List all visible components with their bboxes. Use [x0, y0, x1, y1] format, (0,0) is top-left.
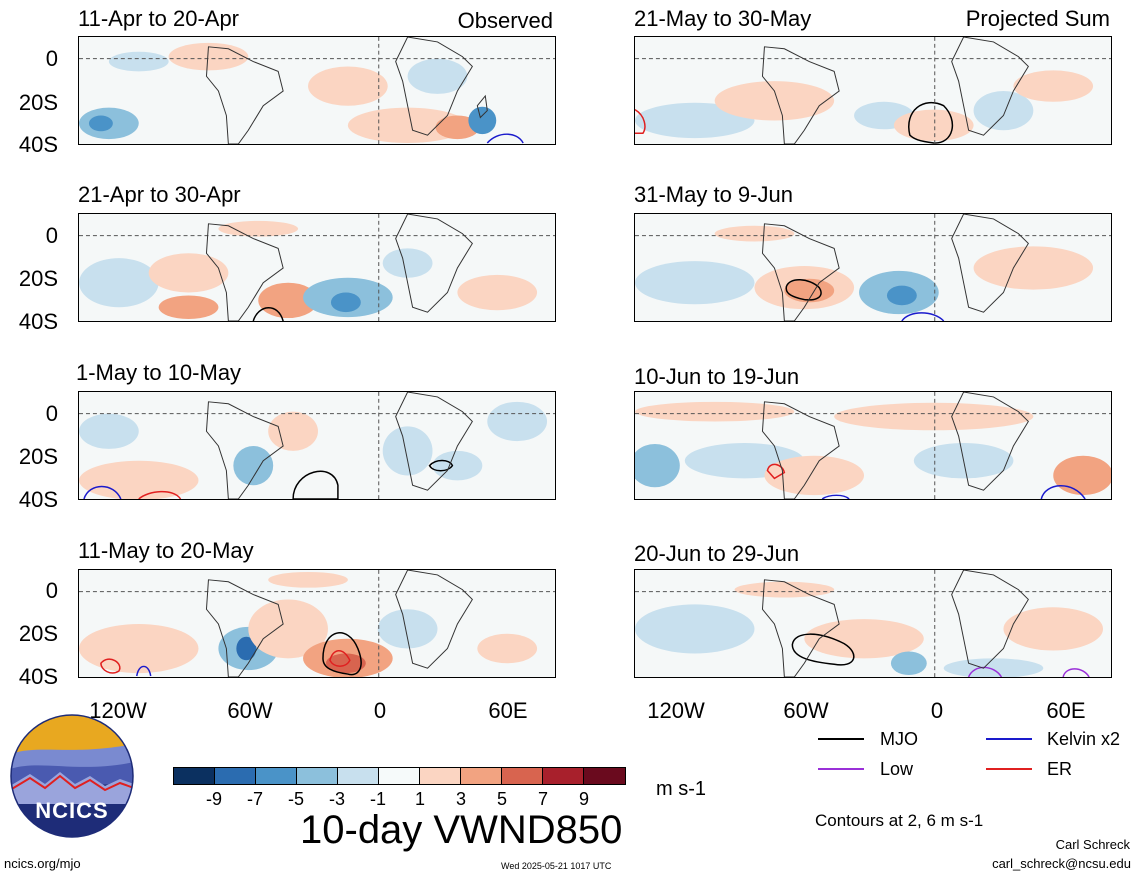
figure-title: 10-day VWND850 — [300, 808, 623, 852]
panel-title-6: 31-May to 9-Jun — [634, 182, 793, 207]
y-tick-label: 0 — [45, 401, 58, 426]
y-tick-label: 40S — [18, 132, 58, 157]
contours-note: Contours at 2, 6 m s-1 — [815, 811, 984, 830]
y-tick-label: 40S — [18, 487, 58, 512]
colorbar-swatch — [501, 767, 543, 785]
legend-line-er — [986, 768, 1032, 770]
map-panel-4 — [78, 569, 556, 678]
panel-title-2: 21-Apr to 30-Apr — [78, 182, 241, 207]
colorbar-swatch — [337, 767, 379, 785]
colorbar-label: 9 — [578, 789, 590, 809]
author: Carl Schreck — [1055, 837, 1130, 852]
legend-label-er: ER — [1047, 759, 1073, 779]
map-panel-7 — [634, 391, 1112, 500]
y-tick-label: 0 — [45, 46, 58, 71]
panel-title-4: 11-May to 20-May — [78, 538, 254, 563]
map-panel-2 — [78, 213, 556, 322]
panel-title-1: 11-Apr to 20-Apr — [78, 6, 240, 31]
colorbar-label: 1 — [414, 789, 426, 809]
x-tick-label: 0 — [373, 698, 387, 723]
legend-label-mjo: MJO — [880, 729, 918, 749]
x-tick-label: 120W — [647, 698, 705, 723]
y-tick-label: 20S — [18, 621, 58, 646]
panel-title-7: 10-Jun to 19-Jun — [634, 364, 800, 389]
panel-title-3: 1-May to 10-May — [76, 360, 242, 385]
legend-line-kelvin — [986, 738, 1032, 740]
site-link[interactable]: ncics.org/mjo — [4, 856, 81, 871]
colorbar-label: -3 — [328, 789, 346, 809]
x-tick-label: 60E — [488, 698, 528, 723]
ncics-logo: NCICS — [10, 714, 134, 838]
legend-label-kelvin: Kelvin x2 — [1047, 729, 1121, 749]
panel-title-8: 20-Jun to 29-Jun — [634, 541, 800, 566]
colorbar-swatch — [583, 767, 626, 785]
colorbar-swatch — [214, 767, 256, 785]
map-panel-5 — [634, 36, 1112, 145]
map-panel-1 — [78, 36, 556, 145]
observed-label: Observed — [457, 8, 553, 33]
y-tick-label: 20S — [18, 266, 58, 291]
colorbar-label: 3 — [455, 789, 467, 809]
timestamp: Wed 2025-05-21 1017 UTC — [501, 861, 612, 871]
y-tick-label: 20S — [18, 90, 58, 115]
colorbar-label: -9 — [205, 789, 223, 809]
projected-sum-label: Projected Sum — [965, 6, 1110, 31]
colorbar-label: -7 — [246, 789, 264, 809]
map-panel-3 — [78, 391, 556, 500]
map-panel-8 — [634, 569, 1112, 678]
email-link[interactable]: carl_schreck@ncsu.edu — [992, 856, 1131, 871]
colorbar-swatch — [460, 767, 502, 785]
colorbar-swatch — [419, 767, 461, 785]
colorbar-swatch — [173, 767, 215, 785]
x-tick-label: 120W — [89, 698, 147, 723]
x-tick-label: 60W — [227, 698, 273, 723]
y-tick-label: 0 — [45, 578, 58, 603]
logo-text: NCICS — [35, 798, 109, 823]
x-tick-label: 60W — [783, 698, 829, 723]
y-tick-label: 40S — [18, 309, 58, 334]
x-tick-label: 0 — [930, 698, 944, 723]
panel-title-5: 21-May to 30-May — [634, 6, 812, 31]
y-tick-label: 0 — [45, 223, 58, 248]
colorbar-label: 5 — [496, 789, 508, 809]
y-tick-label: 40S — [18, 664, 58, 689]
y-tick-label: 20S — [18, 444, 58, 469]
colorbar-label: -5 — [287, 789, 305, 809]
colorbar-swatch — [255, 767, 297, 785]
colorbar-swatch — [296, 767, 338, 785]
units-label: m s-1 — [656, 778, 706, 800]
x-tick-label: 60E — [1046, 698, 1086, 723]
colorbar-label: 7 — [537, 789, 549, 809]
colorbar-label: -1 — [369, 789, 387, 809]
legend-label-low: Low — [880, 759, 914, 779]
map-panel-6 — [634, 213, 1112, 322]
legend-line-low — [818, 768, 864, 770]
legend-line-mjo — [818, 738, 864, 740]
colorbar-swatch — [378, 767, 420, 785]
colorbar-swatch — [542, 767, 584, 785]
